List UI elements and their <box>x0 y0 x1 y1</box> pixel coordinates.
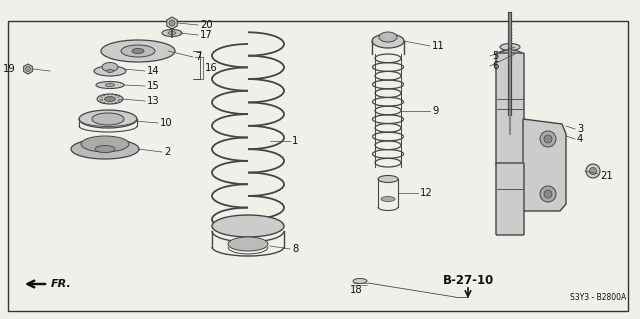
Polygon shape <box>167 17 177 29</box>
Ellipse shape <box>353 278 367 284</box>
Ellipse shape <box>97 94 123 104</box>
Text: 15: 15 <box>147 81 160 91</box>
Text: 20: 20 <box>200 20 212 30</box>
Circle shape <box>589 167 596 174</box>
Text: 17: 17 <box>200 30 212 40</box>
Ellipse shape <box>106 84 115 86</box>
Ellipse shape <box>228 237 268 251</box>
Text: 1: 1 <box>292 136 298 146</box>
Text: 13: 13 <box>147 96 159 106</box>
Ellipse shape <box>500 43 520 50</box>
Circle shape <box>26 66 31 71</box>
Ellipse shape <box>212 215 284 237</box>
Text: 18: 18 <box>350 285 363 295</box>
Ellipse shape <box>79 110 137 128</box>
Ellipse shape <box>498 50 522 58</box>
Ellipse shape <box>92 113 124 125</box>
Ellipse shape <box>104 97 115 101</box>
Ellipse shape <box>94 66 126 76</box>
Text: 4: 4 <box>577 134 583 144</box>
Text: 10: 10 <box>160 118 173 128</box>
Ellipse shape <box>168 32 176 34</box>
Ellipse shape <box>106 70 113 72</box>
Text: 14: 14 <box>147 66 159 76</box>
Text: 2: 2 <box>164 147 170 157</box>
Circle shape <box>544 190 552 198</box>
Ellipse shape <box>372 34 404 48</box>
Text: 6: 6 <box>492 61 499 71</box>
Ellipse shape <box>101 40 175 62</box>
Text: 11: 11 <box>432 41 445 51</box>
Text: 21: 21 <box>600 171 612 181</box>
Circle shape <box>540 186 556 202</box>
Circle shape <box>586 164 600 178</box>
Polygon shape <box>523 119 566 211</box>
Ellipse shape <box>379 32 397 42</box>
Text: B-27-10: B-27-10 <box>442 275 493 287</box>
Ellipse shape <box>95 145 115 152</box>
Ellipse shape <box>96 81 124 88</box>
Text: 3: 3 <box>577 124 583 134</box>
Text: 8: 8 <box>292 244 298 254</box>
Ellipse shape <box>81 136 129 152</box>
Text: FR.: FR. <box>51 279 72 289</box>
Text: 9: 9 <box>432 106 438 116</box>
Ellipse shape <box>121 45 155 57</box>
Ellipse shape <box>162 29 182 36</box>
Ellipse shape <box>102 63 118 71</box>
Text: 12: 12 <box>420 188 433 198</box>
FancyBboxPatch shape <box>496 53 524 165</box>
Polygon shape <box>24 64 33 74</box>
Text: 16: 16 <box>205 63 218 73</box>
Text: 19: 19 <box>3 64 16 74</box>
FancyBboxPatch shape <box>496 163 524 235</box>
Ellipse shape <box>132 48 144 54</box>
Circle shape <box>169 20 175 26</box>
Text: 5: 5 <box>492 51 499 61</box>
Text: 7: 7 <box>195 52 202 62</box>
Ellipse shape <box>381 197 395 202</box>
Ellipse shape <box>378 175 398 182</box>
Circle shape <box>544 135 552 143</box>
Text: S3Y3 - B2800A: S3Y3 - B2800A <box>570 293 626 301</box>
Circle shape <box>540 131 556 147</box>
Ellipse shape <box>71 139 139 159</box>
